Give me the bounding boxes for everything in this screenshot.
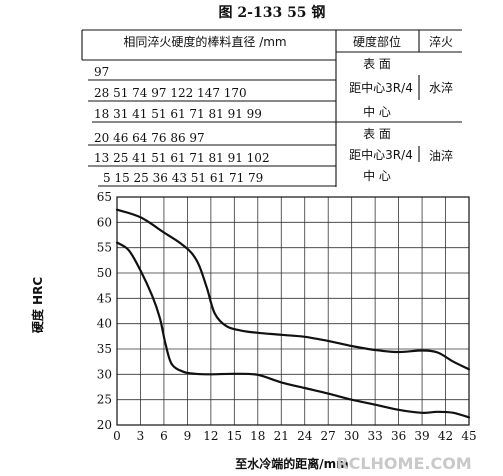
header-diameter: 相同淬火硬度的棒料直径 /mm (123, 34, 286, 49)
hardness-table: 相同淬火硬度的棒料直径 /mm 硬度部位 淬火 97 表 面 28 51 74 … (81, 29, 462, 187)
header-quench: 淬火 (429, 34, 453, 49)
y-tick-label: 40 (97, 317, 112, 331)
row-values: 5 15 25 36 43 51 61 71 79 (103, 171, 263, 185)
x-tick-label: 42 (438, 429, 453, 443)
y-tick-label: 20 (97, 418, 112, 432)
x-tick-label: 39 (414, 429, 429, 443)
x-tick-label: 15 (227, 429, 242, 443)
watermark: RCLHOME.COM (336, 454, 471, 473)
header-position: 硬度部位 (353, 34, 401, 49)
row-values: 13 25 41 51 61 71 81 91 102 (94, 151, 270, 165)
y-tick-label: 45 (97, 291, 112, 305)
y-axis-ticks: 20 25 30 35 40 45 50 55 60 65 (97, 190, 112, 432)
chart-grid (116, 196, 470, 426)
row-position: 距中心3R/4 (349, 80, 413, 95)
x-tick-label: 18 (250, 429, 265, 443)
chart-curves (115, 208, 471, 419)
y-axis-label: 硬度 HRC (30, 277, 45, 333)
x-axis-ticks: 0 3 6 9 12 15 18 21 24 27 30 33 36 39 42 45 (113, 429, 476, 443)
x-tick-label: 36 (391, 429, 406, 443)
y-tick-label: 65 (97, 190, 112, 204)
row-position: 距中心3R/4 (349, 147, 413, 162)
y-tick-label: 25 (97, 393, 112, 407)
row-position: 表 面 (363, 57, 391, 71)
x-tick-label: 33 (367, 429, 382, 443)
y-tick-label: 30 (97, 367, 112, 381)
y-tick-label: 55 (97, 241, 112, 255)
y-tick-label: 35 (97, 342, 112, 356)
row-position: 表 面 (363, 127, 391, 141)
lower-hardness-curve (115, 241, 471, 419)
x-tick-label: 12 (203, 429, 218, 443)
x-tick-label: 9 (184, 429, 192, 443)
x-tick-label: 24 (297, 429, 313, 443)
x-tick-label: 3 (137, 429, 145, 443)
y-tick-label: 50 (97, 266, 112, 280)
plot-frame (116, 196, 470, 426)
x-tick-label: 27 (321, 429, 336, 443)
row-values: 20 46 64 76 86 97 (94, 131, 205, 145)
row-values: 28 51 74 97 122 147 170 (94, 86, 247, 100)
y-tick-label: 60 (97, 215, 112, 229)
row-values: 97 (94, 65, 109, 79)
x-tick-label: 30 (344, 429, 359, 443)
x-tick-label: 45 (461, 429, 476, 443)
quench-water: 水淬 (429, 80, 453, 95)
x-tick-label: 21 (274, 429, 289, 443)
x-tick-label: 0 (113, 429, 121, 443)
row-values: 18 31 41 51 61 71 81 91 99 (94, 107, 262, 121)
x-tick-label: 6 (160, 429, 168, 443)
row-position: 中 心 (363, 168, 391, 183)
x-axis-label: 至水冷端的距离/mm (235, 456, 348, 471)
quench-oil: 油淬 (429, 148, 453, 163)
upper-hardness-curve (115, 208, 471, 371)
figure-title: 图 2-133 55 钢 (219, 4, 326, 21)
row-position: 中 心 (363, 104, 391, 119)
hardness-chart: 0 3 6 9 12 15 18 21 24 27 30 33 36 39 42 45 20253035404… (30, 190, 477, 471)
